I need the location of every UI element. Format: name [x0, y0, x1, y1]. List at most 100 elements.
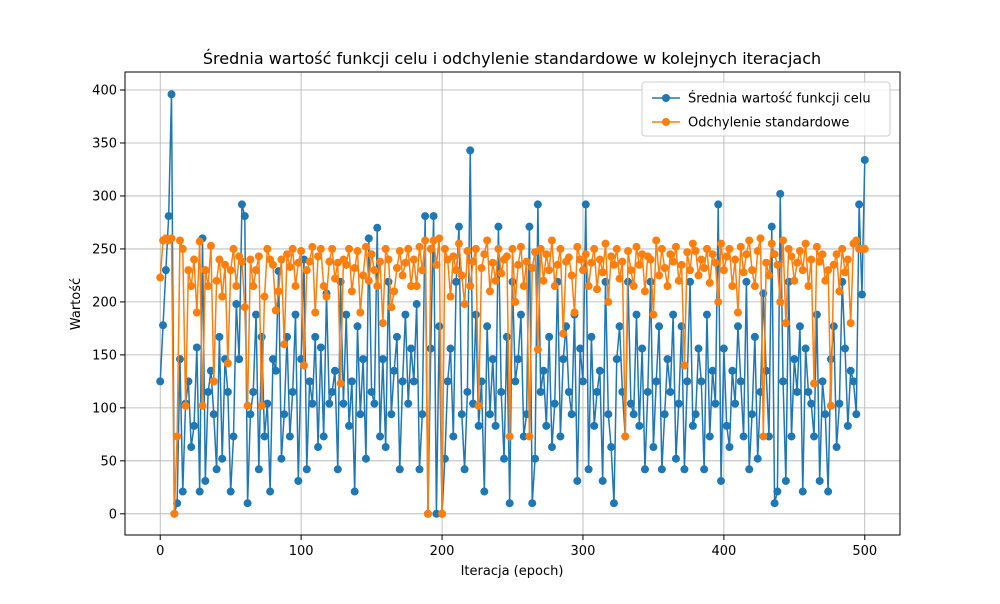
point: [663, 355, 672, 364]
point: [485, 410, 494, 419]
point: [852, 410, 861, 419]
point: [590, 421, 599, 430]
point: [742, 277, 751, 286]
point: [271, 306, 280, 315]
point: [731, 255, 740, 264]
point: [370, 266, 379, 275]
point: [728, 366, 737, 375]
y-tick-label: 350: [92, 136, 117, 151]
point: [361, 242, 370, 251]
point: [260, 432, 269, 441]
y-tick-label: 250: [92, 242, 117, 257]
point: [745, 465, 754, 474]
point: [700, 465, 709, 474]
point: [790, 355, 799, 364]
point: [719, 344, 728, 353]
point: [305, 257, 314, 266]
point: [640, 287, 649, 296]
point: [460, 300, 469, 309]
point: [677, 260, 686, 269]
point: [243, 499, 252, 508]
point: [229, 432, 238, 441]
point: [787, 252, 796, 261]
point: [855, 200, 864, 209]
point: [632, 310, 641, 319]
point: [376, 257, 385, 266]
point: [638, 344, 647, 353]
point: [263, 244, 272, 253]
point: [483, 236, 492, 245]
point: [629, 282, 638, 291]
point: [787, 432, 796, 441]
point: [223, 359, 232, 368]
point: [435, 234, 444, 243]
point: [615, 322, 624, 331]
point: [254, 252, 263, 261]
point: [407, 344, 416, 353]
point: [784, 244, 793, 253]
point: [407, 282, 416, 291]
point: [398, 377, 407, 386]
point: [745, 236, 754, 245]
point: [359, 355, 368, 364]
point: [700, 264, 709, 273]
point: [770, 250, 779, 259]
point: [460, 465, 469, 474]
point: [736, 242, 745, 251]
point: [660, 410, 669, 419]
point: [497, 387, 506, 396]
point: [209, 377, 218, 386]
point: [519, 432, 528, 441]
point: [722, 252, 731, 261]
point: [570, 308, 579, 317]
point: [514, 260, 523, 269]
point: [156, 273, 165, 282]
point: [635, 421, 644, 430]
point: [573, 242, 582, 251]
point: [773, 487, 782, 496]
point: [268, 355, 277, 364]
point: [195, 487, 204, 496]
point: [522, 257, 531, 266]
point: [387, 410, 396, 419]
point: [161, 266, 170, 275]
point: [612, 244, 621, 253]
point: [578, 266, 587, 275]
point: [821, 276, 830, 285]
point: [353, 322, 362, 331]
point: [505, 499, 514, 508]
point: [429, 212, 438, 221]
point: [714, 297, 723, 306]
point: [426, 344, 435, 353]
point: [438, 509, 447, 518]
point: [593, 387, 602, 396]
point: [801, 239, 810, 248]
point: [680, 465, 689, 474]
point: [604, 297, 613, 306]
point: [711, 258, 720, 267]
point: [339, 399, 348, 408]
point: [336, 379, 345, 388]
point: [190, 255, 199, 264]
point: [804, 282, 813, 291]
point: [285, 432, 294, 441]
point: [810, 379, 819, 388]
point: [750, 332, 759, 341]
point: [669, 257, 678, 266]
series: [156, 234, 869, 518]
legend-marker: [662, 118, 670, 126]
point: [370, 399, 379, 408]
point: [190, 421, 199, 430]
point: [392, 332, 401, 341]
point: [167, 90, 176, 99]
x-tick-label: 500: [852, 544, 877, 559]
point: [556, 432, 565, 441]
point: [736, 377, 745, 386]
point: [516, 242, 525, 251]
legend-label: Średnia wartość funkcji celu: [688, 91, 871, 107]
y-tick-label: 300: [92, 189, 117, 204]
point: [454, 239, 463, 248]
point: [350, 487, 359, 496]
point: [209, 410, 218, 419]
point: [607, 443, 616, 452]
